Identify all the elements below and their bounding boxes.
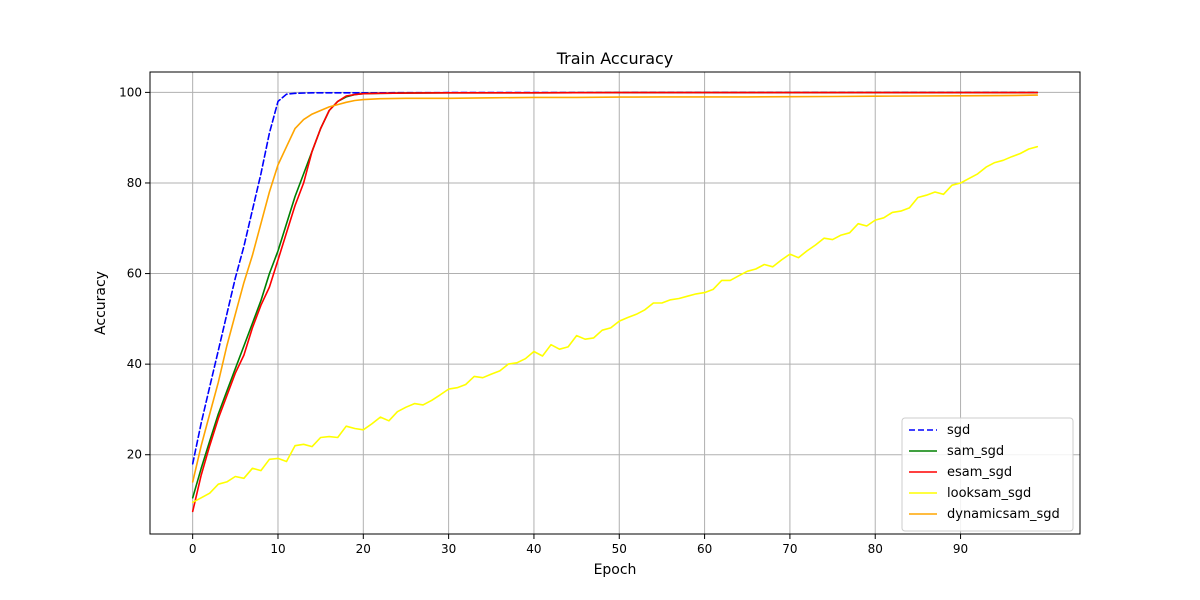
x-tick-label: 50 — [612, 542, 627, 556]
series-line-esam-sgd — [191, 91, 1039, 513]
y-tick-label: 20 — [127, 448, 142, 462]
axes-frame — [149, 71, 1081, 535]
x-tick-label: 70 — [782, 542, 797, 556]
x-tick-label: 20 — [356, 542, 371, 556]
y-axis-label: Accuracy — [93, 271, 109, 335]
y-tick-label: 100 — [119, 85, 142, 99]
legend-label: dynamicsam_sgd — [947, 507, 1060, 522]
legend-label: sam_sgd — [947, 444, 1004, 459]
legend-label: sgd — [947, 423, 970, 438]
y-axis-ticks: 20 40 60 80 100 — [119, 85, 150, 462]
x-tick-label: 80 — [868, 542, 883, 556]
legend: sgd sam_sgd esam_sgd looksam_sgd dynamicsam_… — [901, 417, 1074, 532]
x-tick-label: 40 — [526, 542, 541, 556]
y-tick-label: 40 — [127, 357, 142, 371]
legend-label: esam_sgd — [947, 465, 1012, 480]
plot-lines — [191, 91, 1039, 513]
x-tick-label: 10 — [270, 542, 285, 556]
x-tick-label: 60 — [697, 542, 712, 556]
y-tick-label: 80 — [127, 176, 142, 190]
series-line-looksam-sgd — [191, 145, 1039, 504]
x-axis-label: Epoch — [594, 562, 637, 578]
x-axis-ticks: 0 10 20 30 40 50 60 70 80 90 — [189, 534, 968, 556]
legend-box — [901, 417, 1074, 532]
y-tick-label: 60 — [127, 267, 142, 281]
legend-label: looksam_sgd — [947, 486, 1031, 501]
x-tick-label: 0 — [189, 542, 197, 556]
series-line-dynamicsam-sgd — [191, 94, 1039, 483]
x-tick-label: 90 — [953, 542, 968, 556]
chart-title: Train Accuracy — [556, 49, 674, 68]
x-tick-label: 30 — [441, 542, 456, 556]
